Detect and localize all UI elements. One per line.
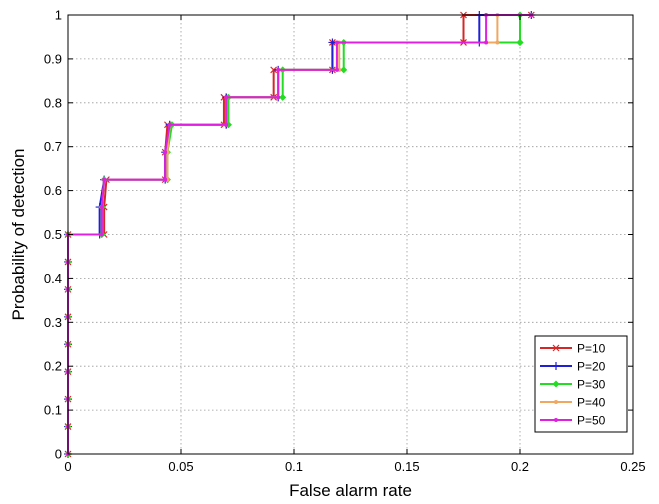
legend-label: P=10 bbox=[577, 342, 606, 356]
x-tick-label: 0.25 bbox=[620, 459, 645, 474]
data-point bbox=[484, 40, 489, 45]
y-tick-label: 0 bbox=[55, 447, 62, 462]
y-tick-label: 1 bbox=[55, 8, 62, 23]
data-point bbox=[552, 344, 560, 352]
data-point bbox=[340, 66, 348, 74]
y-tick-label: 0.9 bbox=[44, 51, 62, 66]
data-point bbox=[270, 66, 278, 74]
data-point bbox=[495, 40, 500, 45]
data-point bbox=[163, 177, 168, 182]
x-tick-label: 0.2 bbox=[511, 459, 529, 474]
legend-entry: P=20 bbox=[540, 360, 606, 374]
y-tick-label: 0.4 bbox=[44, 271, 62, 286]
data-point bbox=[279, 93, 287, 101]
y-tick-label: 0.2 bbox=[44, 359, 62, 374]
x-axis-title: False alarm rate bbox=[289, 481, 412, 500]
data-point bbox=[552, 380, 560, 388]
y-tick-label: 0.6 bbox=[44, 183, 62, 198]
legend-entries: P=10 P=20 P=30 P=40 P=50 bbox=[540, 342, 606, 428]
data-point bbox=[163, 150, 168, 155]
y-axis-title: Probability of detection bbox=[9, 149, 28, 321]
y-tick-label: 0.7 bbox=[44, 139, 62, 154]
data-point bbox=[552, 362, 560, 370]
grid-lines bbox=[68, 15, 633, 454]
data-point bbox=[99, 232, 104, 237]
legend-label: P=20 bbox=[577, 360, 606, 374]
x-tick-label: 0.05 bbox=[168, 459, 193, 474]
x-tick-label: 0.1 bbox=[285, 459, 303, 474]
data-point bbox=[276, 67, 281, 72]
data-point bbox=[102, 177, 107, 182]
legend-entry: P=40 bbox=[540, 396, 606, 410]
x-tick-label: 0 bbox=[64, 459, 71, 474]
y-tick-label: 0.3 bbox=[44, 315, 62, 330]
data-point bbox=[224, 95, 229, 100]
data-point bbox=[167, 122, 172, 127]
legend-label: P=40 bbox=[577, 396, 606, 410]
data-point bbox=[516, 38, 524, 46]
data-point bbox=[276, 95, 281, 100]
legend-label: P=50 bbox=[577, 414, 606, 428]
x-tick-label: 0.15 bbox=[394, 459, 419, 474]
legend-entry: P=50 bbox=[540, 414, 606, 428]
legend: P=10 P=20 P=30 P=40 P=50 bbox=[534, 335, 628, 433]
data-point bbox=[224, 122, 229, 127]
data-point bbox=[554, 418, 558, 422]
data-point bbox=[554, 400, 558, 404]
data-point bbox=[334, 67, 339, 72]
legend-entry: P=10 bbox=[540, 342, 606, 356]
y-tick-label: 0.8 bbox=[44, 95, 62, 110]
data-point bbox=[334, 40, 339, 45]
axis-ticks: 0 0.05 0.1 0.15 0.2 0.25 0 0.1 0.2 0.3 0.4 0.5 0.6 0.… bbox=[44, 8, 646, 475]
legend-label: P=30 bbox=[577, 378, 606, 392]
data-point bbox=[99, 205, 104, 210]
y-tick-label: 0.5 bbox=[44, 227, 62, 242]
legend-entry: P=30 bbox=[540, 378, 606, 392]
y-tick-label: 0.1 bbox=[44, 403, 62, 418]
